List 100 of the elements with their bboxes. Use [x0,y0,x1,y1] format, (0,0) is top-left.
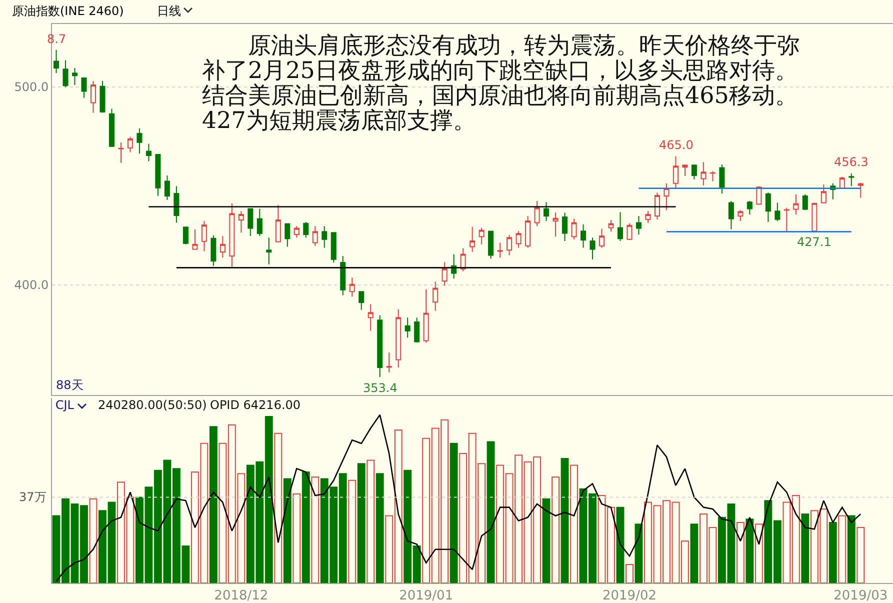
candlestick [525,216,531,248]
candlestick [146,143,152,162]
candlestick [478,227,484,245]
candlestick [497,242,503,258]
candlestick [377,314,383,378]
candlestick [774,202,780,222]
candlestick [312,226,318,246]
candlestick [248,208,254,237]
bar [626,564,634,583]
bar [89,498,98,583]
candlestick [108,108,114,147]
candlestick [636,216,642,235]
x-tick-label: 2019/03 [834,588,888,603]
candlestick [284,223,290,248]
candlestick [414,317,420,344]
candlestick [664,182,670,211]
candlestick [488,230,494,260]
candlestick [719,164,725,194]
candlestick [210,234,216,266]
candlestick [590,237,596,260]
candlestick [256,208,262,237]
candlestick [358,291,364,310]
candlestick [229,202,235,268]
annotation: 8.7 [47,32,66,46]
bar [292,493,301,583]
candlestick [765,192,771,222]
bar [283,478,292,583]
candlestick [266,237,272,265]
candlestick [784,207,790,232]
annotation: 427.1 [797,235,832,249]
candlestick [118,142,124,164]
candlestick [645,210,651,224]
candlestick [470,226,476,253]
candlestick [820,184,826,204]
candlestick [460,248,466,272]
candlestick [552,212,558,238]
x-tick-label: 2019/01 [399,588,454,603]
candlestick [192,229,198,250]
candlestick [598,228,605,248]
chart-subtitle: 日线 [157,4,181,18]
candlestick [534,200,540,227]
candlestick [164,174,170,200]
candlestick [626,222,632,240]
bar [209,426,218,583]
candlestick [608,219,614,232]
candlestick [654,192,660,220]
candlestick [220,236,226,258]
candlestick [303,221,309,238]
annotation: 结合美原油已创新高，国内原油也将向前期高点465移动。 [202,83,798,109]
candlestick [349,277,355,298]
bar [828,522,837,583]
bar [690,524,698,583]
bar [542,498,550,583]
candlestick [238,210,244,234]
candlestick [81,78,87,98]
candlestick [710,170,716,182]
bar [366,460,375,583]
candlestick [322,226,328,248]
text: OPID 64216.00 [210,398,301,412]
candlestick [682,164,688,177]
candlestick [746,200,752,215]
ref-line-label: 37万 [19,490,46,504]
chart-title: 原油指数(INE 2460) [12,4,124,18]
candlestick [700,162,706,186]
candlestick [62,60,68,88]
chart-title: CJL [55,398,74,412]
x-tick-label: 2018/12 [214,588,268,603]
text: 240280.00(50:50) [98,398,207,412]
candlestick [802,194,808,211]
annotation: 88天 [56,378,84,392]
candlestick [442,261,448,286]
bar [736,522,744,583]
bar [274,432,282,583]
bar [450,442,458,583]
candlestick [617,212,624,242]
x-tick-label: 2019/02 [602,588,656,603]
annotation: 原油头肩底形态没有成功，转为震荡。昨天价格终于弥 [202,33,800,59]
bar [616,506,624,583]
y-tick-label: 500.0 [14,80,49,94]
annotation: 456.3 [834,155,868,169]
bar [570,464,578,583]
annotation: 353.4 [363,381,398,395]
candlestick [127,136,133,153]
candlestick [404,317,410,338]
candlestick [793,194,799,215]
candlestick [294,226,300,238]
annotation: 465.0 [659,138,694,152]
candlestick [340,256,346,296]
candlestick [756,186,762,206]
candlestick [516,230,522,248]
bar [486,441,495,583]
candlestick [738,210,744,222]
candlestick [562,212,568,242]
bar [754,524,763,583]
candlestick [53,49,60,74]
candlestick [812,202,818,232]
bar [376,473,384,583]
bar [348,480,356,583]
candlestick [330,232,336,264]
candlestick [368,304,374,332]
